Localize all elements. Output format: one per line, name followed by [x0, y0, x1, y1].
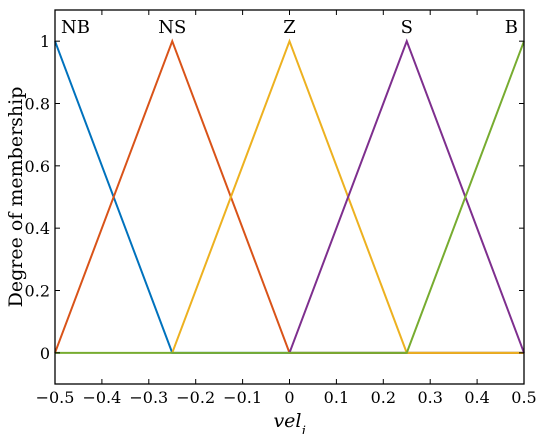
x-tick-label: 0.5	[511, 388, 536, 407]
x-tick-label: −0.5	[36, 388, 75, 407]
x-tick-label: 0.1	[324, 388, 349, 407]
x-tick-label: 0.3	[417, 388, 442, 407]
series-label-s: S	[401, 17, 413, 38]
plot-area	[54, 38, 525, 354]
y-axis-label: Degree of membership	[5, 87, 27, 308]
y-tick-label: 0.6	[25, 157, 50, 176]
series-labels: NB NS Z S B	[61, 17, 518, 38]
y-tick-label: 0	[40, 344, 50, 363]
x-axis-label: velj	[273, 410, 305, 434]
series-label-nb: NB	[61, 17, 90, 38]
series-line-s	[288, 38, 525, 354]
series-line-b	[55, 40, 525, 354]
x-tick-label: 0.4	[464, 388, 489, 407]
series-line-nb	[54, 40, 524, 354]
series-label-z: Z	[283, 17, 296, 38]
y-tick-label: 0.4	[25, 219, 50, 238]
y-tick-label: 0.8	[25, 95, 50, 114]
y-tick-label: 1	[40, 32, 50, 51]
y-tick-label: 0.2	[25, 282, 50, 301]
x-tick-label: −0.3	[129, 388, 168, 407]
x-axis-label-subscript: j	[299, 424, 306, 434]
x-tick-label: −0.1	[223, 388, 262, 407]
x-tick-label: −0.4	[82, 388, 121, 407]
plot-frame	[54, 9, 525, 385]
series-line-ns	[54, 38, 524, 354]
x-tick-label: 0.2	[371, 388, 396, 407]
series-label-ns: NS	[158, 17, 186, 38]
x-tick-label: 0	[284, 388, 294, 407]
series-label-b: B	[505, 17, 518, 38]
x-tick-label: −0.2	[176, 388, 215, 407]
x-axis-label-main: vel	[273, 410, 301, 432]
axis-ticks: −0.5 −0.4 −0.3 −0.2 −0.1 0 0.1 0.2 0.3 0.4 0.5 0 0.2…	[25, 10, 537, 407]
